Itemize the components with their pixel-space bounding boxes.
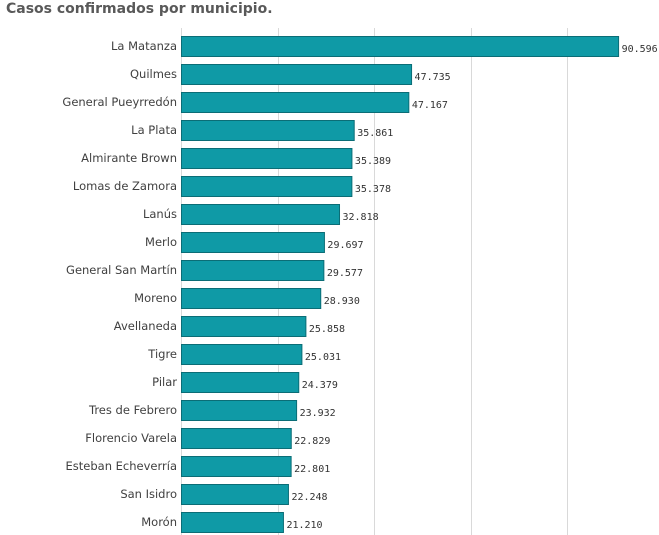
category-label: Tigre bbox=[147, 347, 177, 361]
category-label: Florencio Varela bbox=[85, 431, 177, 445]
category-label: Pilar bbox=[152, 375, 177, 389]
value-label: 35.389 bbox=[355, 156, 391, 167]
category-label: Morón bbox=[141, 515, 177, 529]
value-label: 90.596 bbox=[622, 44, 658, 55]
category-label: Lomas de Zamora bbox=[73, 179, 177, 193]
category-label: La Matanza bbox=[111, 39, 177, 53]
value-label: 47.735 bbox=[415, 72, 451, 83]
bar[interactable] bbox=[181, 512, 284, 533]
value-label: 47.167 bbox=[412, 100, 448, 111]
category-label: Merlo bbox=[145, 235, 177, 249]
value-label: 24.379 bbox=[302, 380, 338, 391]
bar[interactable] bbox=[181, 148, 353, 169]
bar[interactable] bbox=[181, 428, 292, 449]
bar[interactable] bbox=[181, 232, 325, 253]
bar[interactable] bbox=[181, 204, 341, 225]
category-label: Lanús bbox=[143, 207, 177, 221]
category-label: General Pueyrredón bbox=[62, 95, 177, 109]
bar[interactable] bbox=[181, 288, 322, 309]
category-label: Tres de Febrero bbox=[88, 403, 177, 417]
value-label: 22.801 bbox=[294, 464, 330, 475]
value-label: 28.930 bbox=[324, 296, 360, 307]
category-label: Moreno bbox=[134, 291, 177, 305]
value-label: 22.829 bbox=[294, 436, 330, 447]
bars bbox=[181, 36, 620, 533]
category-label: Almirante Brown bbox=[81, 151, 177, 165]
category-label: Quilmes bbox=[130, 67, 177, 81]
value-label: 32.818 bbox=[343, 212, 379, 223]
value-label: 25.031 bbox=[305, 352, 341, 363]
bar[interactable] bbox=[181, 484, 289, 505]
value-label: 29.697 bbox=[327, 240, 363, 251]
bar[interactable] bbox=[181, 316, 307, 337]
value-label: 35.378 bbox=[355, 184, 391, 195]
value-label: 21.210 bbox=[286, 520, 322, 531]
category-labels: La Matanza Quilmes General Pueyrredón La Pl… bbox=[62, 39, 177, 529]
grid-lines bbox=[181, 28, 568, 535]
value-label: 35.861 bbox=[357, 128, 393, 139]
value-label: 29.577 bbox=[327, 268, 363, 279]
bar[interactable] bbox=[181, 372, 300, 393]
category-label: Esteban Echeverría bbox=[66, 459, 177, 473]
value-label: 22.248 bbox=[291, 492, 327, 503]
bar[interactable] bbox=[181, 176, 353, 197]
value-label: 23.932 bbox=[300, 408, 336, 419]
category-label: Avellaneda bbox=[114, 319, 177, 333]
bar[interactable] bbox=[181, 344, 303, 365]
category-label: La Plata bbox=[131, 123, 177, 137]
chart-title: Casos confirmados por municipio. bbox=[6, 1, 273, 17]
category-label: General San Martín bbox=[66, 263, 177, 277]
bar[interactable] bbox=[181, 92, 410, 113]
bar[interactable] bbox=[181, 456, 292, 477]
value-label: 25.858 bbox=[309, 324, 345, 335]
category-label: San Isidro bbox=[120, 487, 177, 501]
bar[interactable] bbox=[181, 120, 355, 141]
value-labels: 90.596 47.735 47.167 35.861 35.389 35.378 32.8… bbox=[286, 44, 657, 531]
bar[interactable] bbox=[181, 400, 298, 421]
bar[interactable] bbox=[181, 36, 620, 57]
bar[interactable] bbox=[181, 260, 325, 281]
bar[interactable] bbox=[181, 64, 413, 85]
